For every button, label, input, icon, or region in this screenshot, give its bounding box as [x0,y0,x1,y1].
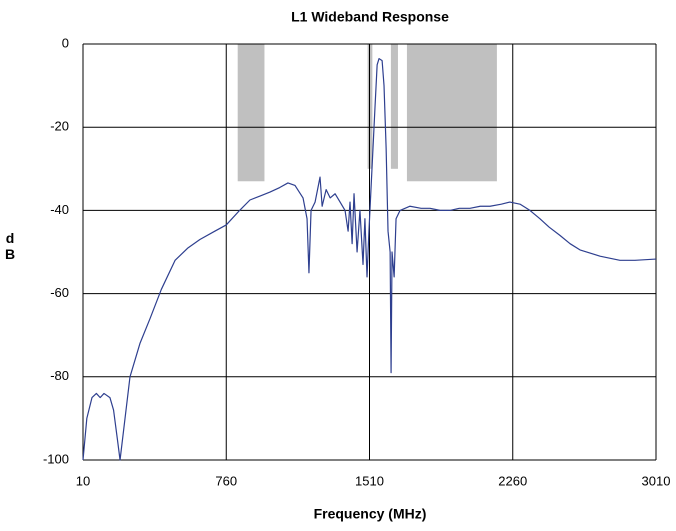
x-tick-label: 1510 [355,473,384,488]
y-tick-label: -60 [50,285,69,300]
shaded-region [237,44,265,182]
shaded-region [390,44,398,169]
y-tick-label: -40 [50,202,69,217]
y-tick-label: -20 [50,119,69,134]
y-tick-label: 0 [62,35,69,50]
x-tick-label: 2260 [498,473,527,488]
y-axis-title: dB [2,230,18,262]
x-tick-label: 10 [76,473,90,488]
shaded-region [406,44,497,182]
response-line [82,57,657,461]
y-tick-label: -80 [50,368,69,383]
y-tick-label: -100 [43,451,69,466]
x-tick-label: 3010 [642,473,671,488]
x-tick-label: 760 [215,473,237,488]
chart-title: L1 Wideband Response [291,9,449,25]
x-axis-title: Frequency (MHz) [314,506,427,522]
